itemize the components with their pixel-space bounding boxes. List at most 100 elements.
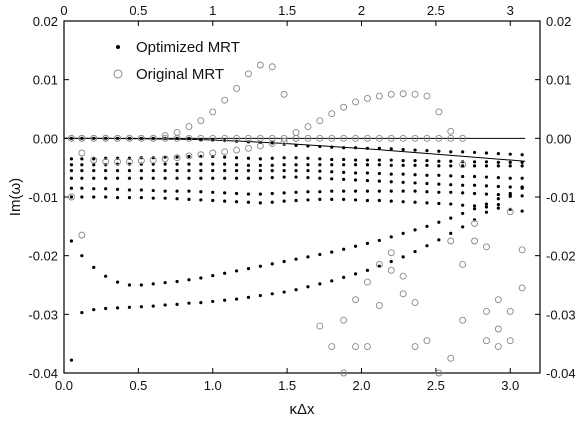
optimized-point <box>413 159 417 163</box>
optimized-point <box>425 173 429 177</box>
original-point <box>506 208 514 216</box>
optimized-point <box>472 207 477 211</box>
original-point <box>304 123 312 131</box>
x-tick-label: 2.5 <box>427 378 445 393</box>
x-tick-label: 3.0 <box>501 378 519 393</box>
original-point <box>494 343 502 351</box>
optimized-point <box>425 159 429 163</box>
optimized-point <box>377 179 381 183</box>
optimized-point <box>389 180 393 184</box>
optimized-point <box>461 164 465 168</box>
optimized-point <box>508 176 512 180</box>
original-point <box>233 146 241 154</box>
optimized-point <box>449 231 453 235</box>
optimized-point <box>294 198 298 203</box>
optimized-point <box>163 303 167 307</box>
x-tick-label: 1.0 <box>204 378 222 393</box>
optimized-point <box>223 271 227 275</box>
optimized-point <box>104 274 108 278</box>
optimized-point <box>461 203 465 207</box>
optimized-point <box>80 163 84 167</box>
optimized-point <box>377 198 381 203</box>
x-tick-label-top: 2 <box>358 3 365 18</box>
optimized-point <box>401 159 405 163</box>
optimized-point <box>163 176 167 180</box>
original-point <box>447 354 455 362</box>
x-tick-label: 0.5 <box>129 378 147 393</box>
optimized-point <box>365 163 370 167</box>
optimized-point <box>246 163 251 167</box>
optimized-point <box>401 147 405 152</box>
optimized-point <box>282 163 286 167</box>
original-point <box>185 134 193 142</box>
optimized-point <box>508 185 512 189</box>
optimized-point <box>270 191 274 196</box>
x-tick-label-top: 3 <box>507 3 514 18</box>
optimized-point <box>306 156 310 160</box>
optimized-point <box>306 285 310 289</box>
optimized-point <box>318 197 322 201</box>
optimized-point <box>508 194 512 199</box>
optimized-point <box>92 265 96 269</box>
optimized-point <box>294 288 298 292</box>
optimized-point <box>365 189 370 193</box>
optimized-point <box>151 176 155 180</box>
optimized-point <box>437 201 441 206</box>
optimized-point <box>437 164 441 168</box>
optimized-point <box>353 146 358 150</box>
original-point <box>375 261 383 268</box>
optimized-point <box>187 162 191 166</box>
optimized-point <box>389 172 393 176</box>
optimized-point <box>270 262 274 266</box>
optimized-point <box>353 272 358 276</box>
optimized-point <box>258 192 262 196</box>
optimized-point <box>401 163 405 167</box>
optimized-point <box>318 252 322 257</box>
original-point <box>197 151 205 159</box>
original-point <box>316 117 324 125</box>
original-point <box>399 290 407 298</box>
original-point <box>506 337 514 345</box>
original-point <box>423 92 431 100</box>
original-point <box>256 142 264 150</box>
original-point <box>280 90 288 98</box>
optimized-point <box>353 171 358 175</box>
optimized-point <box>330 279 334 283</box>
optimized-point <box>211 190 215 194</box>
optimized-point <box>69 169 74 173</box>
optimized-point <box>342 177 346 181</box>
optimized-point <box>365 198 370 203</box>
optimized-point <box>413 189 417 193</box>
optimized-point <box>365 158 370 162</box>
original-point <box>423 134 431 142</box>
optimized-point <box>104 195 108 199</box>
optimized-point <box>246 295 251 299</box>
optimized-point <box>92 136 96 140</box>
optimized-point <box>401 255 405 259</box>
optimized-point <box>211 274 215 278</box>
optimized-point <box>199 176 203 180</box>
original-point <box>268 63 276 71</box>
optimized-point <box>306 169 310 173</box>
optimized-point <box>294 156 298 160</box>
original-point <box>328 134 336 142</box>
optimized-point <box>484 202 489 206</box>
original-point <box>102 158 110 166</box>
optimized-point <box>520 153 524 157</box>
optimized-point <box>151 304 155 308</box>
optimized-point <box>342 157 346 162</box>
optimized-point <box>425 181 429 186</box>
original-point <box>352 296 359 304</box>
optimized-point <box>199 198 203 202</box>
optimized-point <box>425 149 429 153</box>
optimized-point <box>163 189 167 193</box>
optimized-point <box>69 157 74 161</box>
optimized-point <box>223 191 227 195</box>
optimized-point <box>92 163 96 167</box>
optimized-point <box>127 283 132 287</box>
optimized-point <box>223 176 227 180</box>
optimized-point <box>401 180 405 184</box>
legend-label-original: Original MRT <box>136 66 224 83</box>
optimized-point <box>508 160 512 164</box>
original-point <box>387 90 395 98</box>
